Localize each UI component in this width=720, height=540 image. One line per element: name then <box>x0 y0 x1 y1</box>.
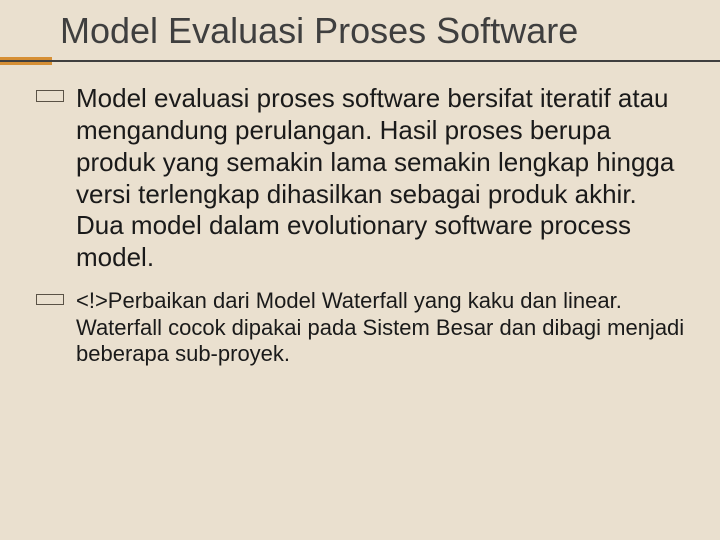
square-bullet-icon <box>36 90 64 102</box>
item-text: Model evaluasi proses software bersifat … <box>76 83 690 273</box>
rule-line <box>0 60 720 62</box>
list-item: <!>Perbaikan dari Model Waterfall yang k… <box>60 288 690 368</box>
title-rule <box>0 57 720 65</box>
item-text: <!>Perbaikan dari Model Waterfall yang k… <box>76 288 690 368</box>
list-item: Model evaluasi proses software bersifat … <box>60 83 690 273</box>
slide: Model Evaluasi Proses Software Model eva… <box>0 0 720 402</box>
square-bullet-icon <box>36 294 64 305</box>
slide-title: Model Evaluasi Proses Software <box>60 10 690 51</box>
